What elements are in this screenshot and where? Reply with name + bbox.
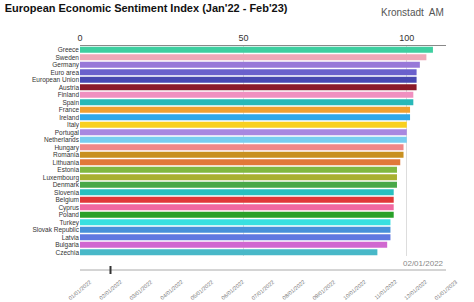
svg-text:03/01/2022: 03/01/2022 xyxy=(128,279,153,301)
svg-text:Italy: Italy xyxy=(67,121,80,129)
svg-text:10/01/2022: 10/01/2022 xyxy=(342,279,367,301)
svg-text:Germany: Germany xyxy=(52,61,79,69)
svg-text:05/01/2022: 05/01/2022 xyxy=(189,279,214,301)
svg-text:France: France xyxy=(59,106,80,113)
svg-text:04/01/2022: 04/01/2022 xyxy=(159,279,184,301)
svg-text:Luxembourg: Luxembourg xyxy=(43,174,80,182)
svg-text:Czechia: Czechia xyxy=(56,249,80,256)
svg-text:Netherlands: Netherlands xyxy=(44,136,80,143)
svg-text:European Union: European Union xyxy=(32,76,79,84)
svg-text:Bulgaria: Bulgaria xyxy=(55,241,79,249)
svg-text:Latvia: Latvia xyxy=(62,234,80,241)
svg-text:European Economic Sentiment In: European Economic Sentiment Index (Jan'2… xyxy=(5,2,288,14)
svg-text:08/01/2022: 08/01/2022 xyxy=(281,279,306,301)
svg-text:Euro area: Euro area xyxy=(50,69,79,76)
svg-text:0: 0 xyxy=(77,33,82,43)
svg-text:11/01/2022: 11/01/2022 xyxy=(373,279,398,301)
svg-text:Ireland: Ireland xyxy=(59,114,79,121)
svg-text:Slovak Republic: Slovak Republic xyxy=(32,226,79,234)
svg-text:Portugal: Portugal xyxy=(55,129,80,137)
svg-text:Turkey: Turkey xyxy=(59,219,79,227)
svg-text:06/01/2022: 06/01/2022 xyxy=(220,279,245,301)
svg-text:01/01/2022: 01/01/2022 xyxy=(67,279,92,301)
svg-text:Poland: Poland xyxy=(59,211,80,218)
svg-text:Lithuania: Lithuania xyxy=(53,159,80,166)
svg-text:Kronstadt AM: Kronstadt AM xyxy=(381,7,444,18)
svg-text:Spain: Spain xyxy=(62,99,79,107)
svg-text:07/01/2022: 07/01/2022 xyxy=(250,279,275,301)
svg-text:Austria: Austria xyxy=(59,84,80,91)
svg-text:Romania: Romania xyxy=(53,151,79,158)
svg-text:Belgium: Belgium xyxy=(56,196,79,204)
svg-text:09/01/2022: 09/01/2022 xyxy=(311,279,336,301)
svg-text:02/01/2022: 02/01/2022 xyxy=(403,259,444,268)
svg-text:Estonia: Estonia xyxy=(57,166,79,173)
svg-text:Greece: Greece xyxy=(58,46,80,53)
svg-text:Sweden: Sweden xyxy=(56,54,80,61)
svg-text:Hungary: Hungary xyxy=(54,144,79,152)
svg-text:01/01/2023: 01/01/2023 xyxy=(433,279,458,301)
svg-text:100: 100 xyxy=(399,33,414,43)
svg-text:Denmark: Denmark xyxy=(53,181,80,188)
svg-text:Finland: Finland xyxy=(58,91,80,98)
svg-text:02/01/2022: 02/01/2022 xyxy=(98,279,123,301)
svg-text:Cyprus: Cyprus xyxy=(58,204,79,212)
svg-text:Slovenia: Slovenia xyxy=(54,189,79,196)
svg-text:50: 50 xyxy=(238,33,248,43)
svg-text:12/01/2022: 12/01/2022 xyxy=(403,279,428,301)
